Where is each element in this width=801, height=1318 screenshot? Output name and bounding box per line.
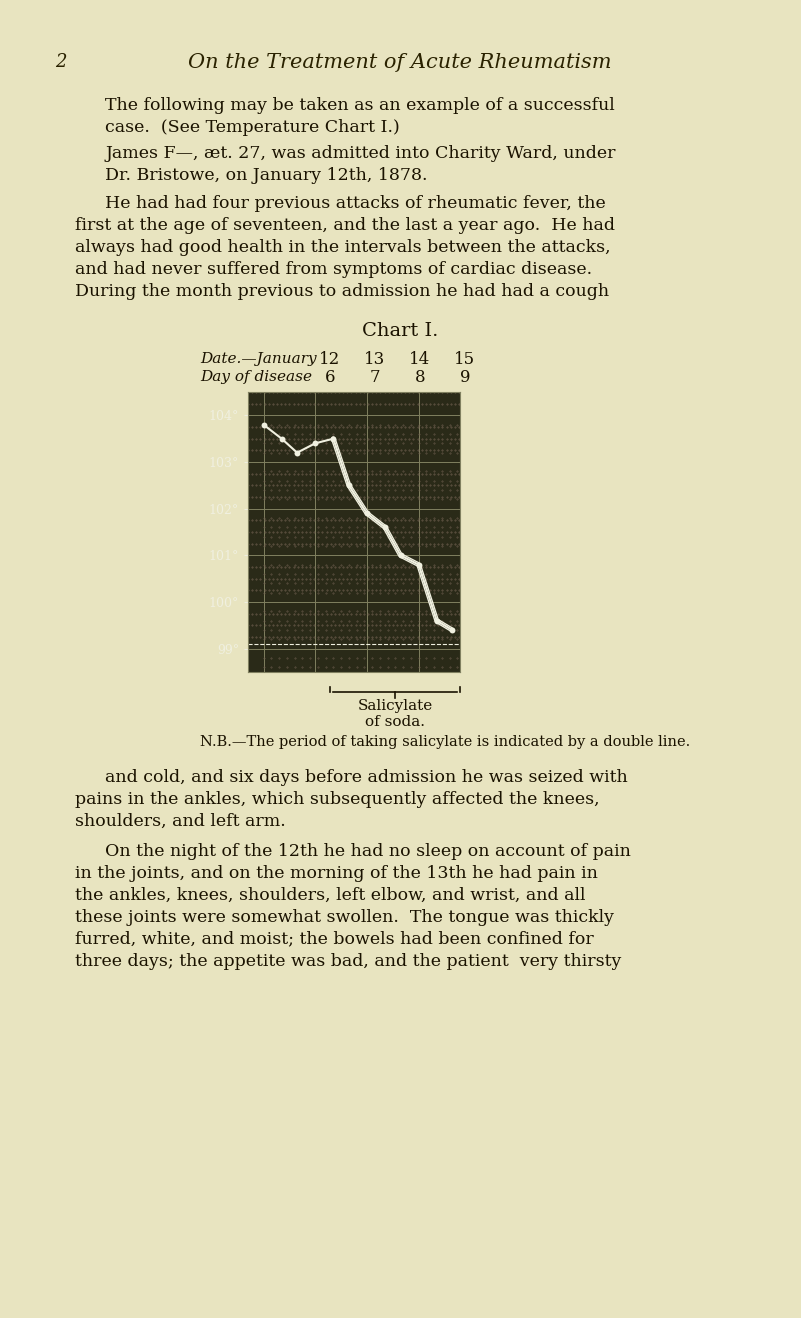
Text: Salicylate
of soda.: Salicylate of soda.	[357, 699, 433, 729]
Point	[446, 619, 459, 641]
Point	[430, 610, 443, 631]
Text: 7: 7	[370, 369, 380, 385]
Text: N.B.—The period of taking salicylate is indicated by a double line.: N.B.—The period of taking salicylate is …	[200, 735, 690, 749]
Text: always had good health in the intervals between the attacks,: always had good health in the intervals …	[75, 239, 610, 256]
Text: and cold, and six days before admission he was seized with: and cold, and six days before admission …	[105, 768, 628, 786]
Text: case.  (See Temperature Chart I.): case. (See Temperature Chart I.)	[105, 119, 400, 136]
Text: 15: 15	[454, 351, 476, 368]
Text: The following may be taken as an example of a successful: The following may be taken as an example…	[105, 96, 614, 113]
Point	[379, 517, 392, 538]
Text: these joints were somewhat swollen.  The tongue was thickly: these joints were somewhat swollen. The …	[75, 908, 614, 925]
Text: in the joints, and on the morning of the 13th he had pain in: in the joints, and on the morning of the…	[75, 865, 598, 882]
Text: Chart I.: Chart I.	[362, 322, 438, 340]
Text: During the month previous to admission he had had a cough: During the month previous to admission h…	[75, 282, 609, 299]
Point	[291, 442, 304, 463]
Point	[342, 474, 355, 496]
Text: furred, white, and moist; the bowels had been confined for: furred, white, and moist; the bowels had…	[75, 931, 594, 948]
Text: Day of disease: Day of disease	[200, 370, 312, 384]
Point	[257, 414, 270, 435]
Text: 8: 8	[415, 369, 425, 385]
Text: 13: 13	[364, 351, 385, 368]
Text: first at the age of seventeen, and the last a year ago.  He had: first at the age of seventeen, and the l…	[75, 216, 615, 233]
Text: James F—, æt. 27, was admitted into Charity Ward, under: James F—, æt. 27, was admitted into Char…	[105, 145, 615, 162]
Text: pains in the ankles, which subsequently affected the knees,: pains in the ankles, which subsequently …	[75, 791, 600, 808]
Point	[360, 502, 373, 523]
Text: 6: 6	[324, 369, 336, 385]
Text: three days; the appetite was bad, and the patient  very thirsty: three days; the appetite was bad, and th…	[75, 953, 622, 970]
Text: and had never suffered from symptoms of cardiac disease.: and had never suffered from symptoms of …	[75, 261, 592, 278]
Point	[309, 432, 322, 453]
Point	[327, 428, 340, 449]
Text: 12: 12	[320, 351, 340, 368]
Text: Date.—January: Date.—January	[200, 352, 316, 366]
Text: 9: 9	[460, 369, 470, 385]
Text: On the Treatment of Acute Rheumatism: On the Treatment of Acute Rheumatism	[188, 53, 612, 71]
Text: Dr. Bristowe, on January 12th, 1878.: Dr. Bristowe, on January 12th, 1878.	[105, 167, 428, 185]
Point	[394, 544, 407, 565]
Text: 2: 2	[55, 53, 66, 71]
Text: the ankles, knees, shoulders, left elbow, and wrist, and all: the ankles, knees, shoulders, left elbow…	[75, 887, 586, 904]
Text: He had had four previous attacks of rheumatic fever, the: He had had four previous attacks of rheu…	[105, 195, 606, 211]
Text: 14: 14	[409, 351, 431, 368]
Text: shoulders, and left arm.: shoulders, and left arm.	[75, 812, 286, 829]
Point	[413, 554, 425, 575]
Text: On the night of the 12th he had no sleep on account of pain: On the night of the 12th he had no sleep…	[105, 842, 631, 859]
Point	[276, 428, 288, 449]
